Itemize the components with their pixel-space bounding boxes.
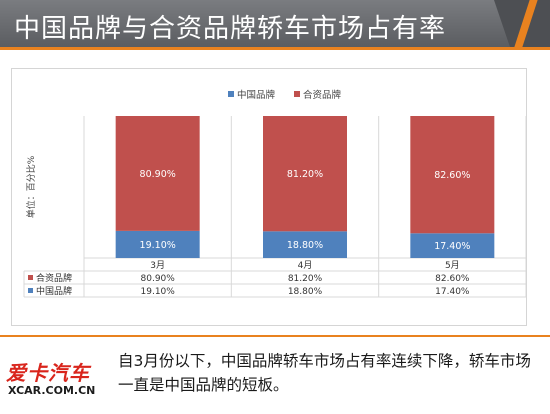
table-row-label-0: 中国品牌	[36, 285, 72, 297]
category-label-1: 4月	[298, 260, 313, 271]
table-cell-1-2: 82.60%	[435, 274, 470, 284]
bar-jv-1	[263, 116, 347, 232]
table-cell-1-1: 81.20%	[288, 274, 323, 284]
y-axis-label: 单位：百分比%	[25, 155, 37, 218]
bar-china-2	[410, 233, 495, 258]
table-cell-0-0: 19.10%	[141, 287, 176, 297]
footer: 爱卡汽车 XCAR.COM.CN 自3月份以下，中国品牌轿车市场占有率连续下降，…	[0, 335, 550, 414]
data-label-0-1: 18.80%	[287, 240, 323, 251]
bar-jv-2	[410, 116, 495, 234]
legend-label-0: 中国品牌	[237, 89, 276, 101]
data-label-1-1: 81.20%	[287, 169, 323, 180]
brand-logo: 爱卡汽车 XCAR.COM.CN	[6, 357, 102, 403]
data-label-1-2: 82.60%	[434, 170, 470, 181]
title-bar: 中国品牌与合资品牌轿车市场占有率	[0, 0, 550, 50]
data-label-0-0: 19.10%	[140, 240, 176, 251]
table-cell-0-1: 18.80%	[288, 287, 323, 297]
brand-logo-text: 爱卡汽车	[6, 361, 90, 385]
bar-china-0	[115, 230, 200, 258]
category-label-2: 5月	[445, 260, 460, 271]
page-title: 中国品牌与合资品牌轿车市场占有率	[14, 14, 447, 44]
table-swatch-1	[28, 275, 33, 280]
footer-caption: 自3月份以下，中国品牌轿车市场占有率连续下降，轿车市场一直是中国品牌的短板。	[118, 352, 531, 394]
brand-logo-domain: XCAR.COM.CN	[8, 384, 96, 397]
stacked-bar-chart: 中国品牌 合资品牌单位：百分比%19.10%80.90%3月18.80%81.20…	[23, 89, 527, 298]
table-row-label-1: 合资品牌	[36, 272, 72, 284]
table-swatch-0	[28, 288, 33, 293]
legend-label-1: 合资品牌	[303, 89, 342, 101]
legend-swatch-1	[294, 91, 300, 97]
chart-panel: 中国品牌 合资品牌 单位：百分比% 19.10% 80.90% 3月 18.80% 81.20…	[11, 68, 527, 326]
table-cell-0-2: 17.40%	[435, 287, 470, 297]
bar-china-1	[263, 231, 347, 258]
category-label-0: 3月	[150, 260, 165, 271]
bar-jv-0	[115, 116, 200, 231]
data-label-0-2: 17.40%	[434, 241, 470, 252]
legend-swatch-0	[228, 91, 234, 97]
data-label-1-0: 80.90%	[140, 169, 176, 180]
table-cell-1-0: 80.90%	[141, 274, 176, 284]
